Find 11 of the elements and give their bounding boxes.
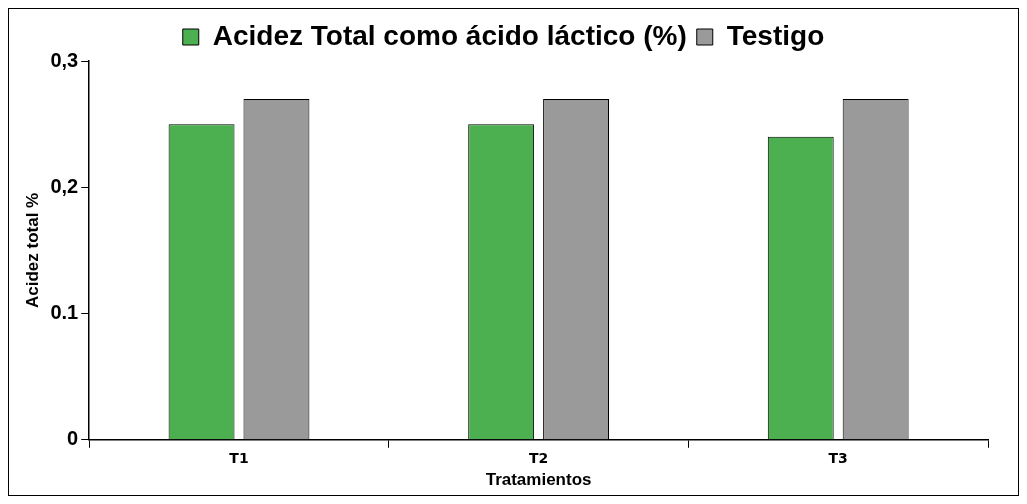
x-tick-label: T3 <box>828 449 848 466</box>
x-tick-label: T1 <box>229 449 249 466</box>
y-tick-label: 0,3 <box>50 48 79 71</box>
x-axis-title: Tratamientos <box>485 470 592 490</box>
y-tick-label: 0.1 <box>50 301 79 324</box>
legend-label: Testigo <box>726 19 825 51</box>
x-tick-label: T2 <box>528 449 549 466</box>
legend-label: Acidez Total como ácido láctico (%) <box>212 19 687 51</box>
y-tick-label: 0 <box>67 427 79 450</box>
y-axis-title: Acidez total % <box>22 192 42 309</box>
y-tick-label: 0,2 <box>50 174 79 197</box>
